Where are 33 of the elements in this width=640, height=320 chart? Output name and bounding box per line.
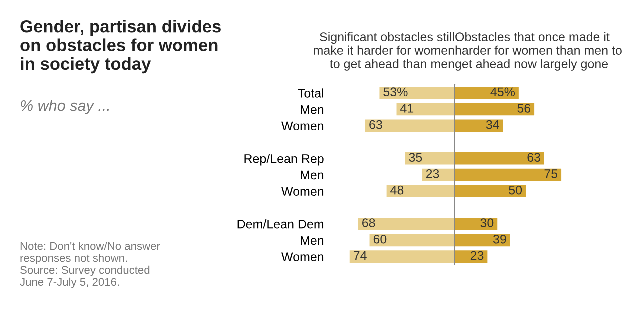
data-label: 45%: [490, 88, 516, 97]
chart-title: Significant obstacles still make it harder for women to get ahead than men: [314, 32, 454, 71]
text: % who say ...: [21, 100, 109, 114]
data-label: 50: [509, 186, 522, 195]
text: Note: Don't know/No answer responses not shown. Source: Survey conducted June 7-July 5, 2016.: [20, 242, 160, 288]
data-label: 74: [354, 251, 367, 260]
data-label: 23: [470, 251, 484, 260]
data-label: 60: [374, 234, 387, 244]
data-label: 39: [494, 234, 506, 244]
data-label: 53%: [384, 88, 408, 97]
bar: [455, 250, 488, 263]
data-label: 23: [426, 170, 440, 178]
y-tick-label: Men: [301, 105, 324, 114]
chart-title: Obstacles that once made it harder for women than men to get ahead now largely gone: [456, 32, 622, 71]
data-label: 68: [362, 218, 376, 228]
data-label: 56: [518, 104, 531, 113]
y-tick-label: Women: [282, 252, 324, 262]
y-tick-label: Women: [282, 187, 324, 196]
y-tick-label: Men: [301, 170, 324, 180]
data-label: 30: [480, 218, 494, 228]
data-label: 34: [486, 120, 500, 130]
y-tick-label: Men: [301, 236, 324, 246]
data-label: 35: [409, 153, 422, 162]
y-tick-label: Rep/Lean Rep: [244, 154, 324, 166]
data-label: 48: [390, 186, 404, 195]
data-label: 63: [528, 153, 540, 162]
y-tick-label: Women: [282, 122, 324, 131]
y-tick-label: Total: [298, 88, 324, 98]
data-label: 75: [544, 170, 558, 178]
data-label: 41: [400, 104, 414, 113]
y-tick-label: Dem/Lean Dem: [238, 220, 324, 229]
text: Gender, partisan divides on obstacles for women in society today: [20, 20, 221, 74]
data-label: 63: [370, 120, 382, 130]
